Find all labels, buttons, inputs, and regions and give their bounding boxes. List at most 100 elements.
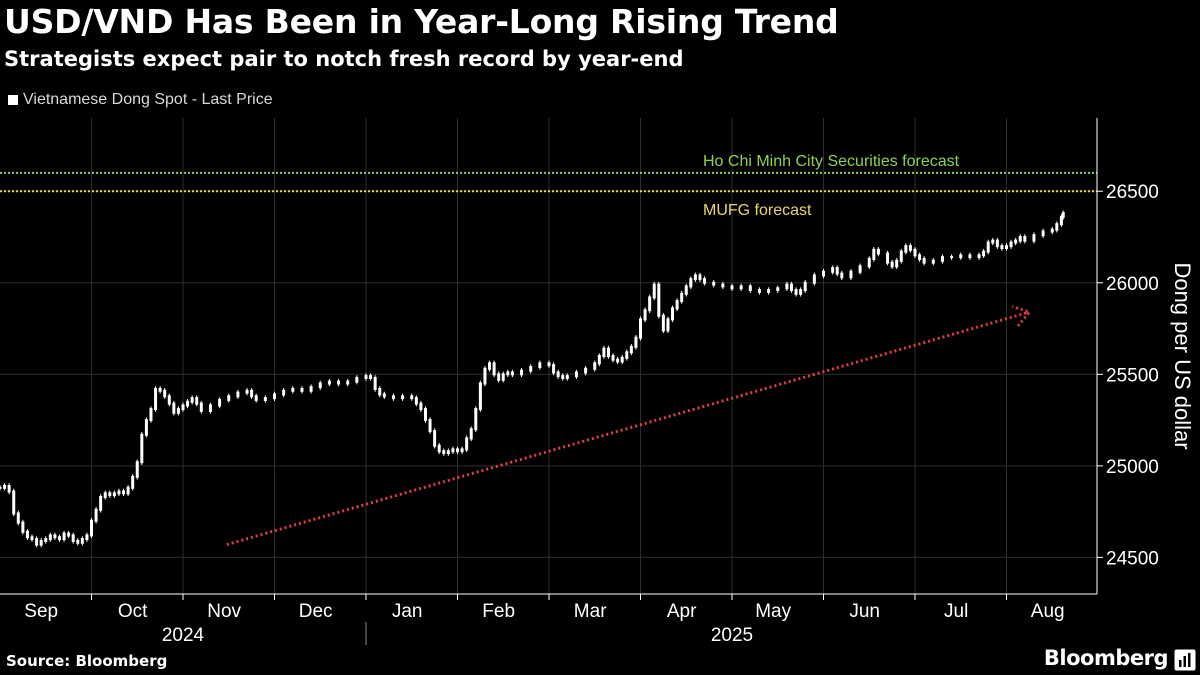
candle-body [346,380,350,385]
candle-body [117,490,121,495]
candle-body [1014,239,1018,244]
x-tick-label: Aug [1031,601,1065,622]
candle-body [822,270,825,277]
candle-body [337,380,341,385]
candle-body [872,248,876,260]
x-tick-label: Nov [207,601,241,622]
legend-swatch [8,95,18,105]
candle-body [812,274,816,284]
candle-body [712,281,716,286]
x-tick-label: Sep [24,601,58,622]
candle-body [876,248,880,255]
candle-body [643,309,647,321]
candle-body [94,508,98,522]
candle-body [181,404,185,411]
candle-body [190,397,194,403]
candle-body [908,245,912,251]
candle-body [684,285,688,295]
candle-body [131,475,135,489]
candle-body [0,486,2,489]
candle-body [163,389,167,398]
x-tick-label: Apr [667,601,697,622]
candle-body [154,387,158,411]
candle-body [799,289,803,295]
candle-body [414,397,418,405]
x-tick-label: Dec [299,601,333,622]
candle-body [835,267,839,275]
year-label: 2025 [711,625,753,646]
candle-body [922,257,926,264]
candle-body [794,289,798,295]
candle-body [950,256,954,259]
bloomberg-logo-icon [1174,649,1196,671]
candle-body [629,345,633,354]
candle-body [1059,215,1063,226]
candle-body [529,365,533,372]
candle-body [254,395,258,401]
candle-body [890,261,894,268]
candle-body [236,391,240,398]
candle-body [48,534,52,541]
year-label: 2024 [162,625,205,646]
candle-body [538,362,542,368]
candle-body [291,387,295,392]
candle-body [16,512,20,524]
candle-body [634,336,638,348]
candle-body [488,362,492,370]
candle-body [126,486,130,495]
candle-body [76,539,80,544]
candle-body [940,256,944,262]
trend-arrow-line [226,310,1030,547]
y-tick-label: 25500 [1106,365,1159,386]
candle-body [85,534,89,541]
trend-arrow-head [1011,305,1032,327]
candle-body [895,259,899,268]
y-tick-label: 24500 [1106,548,1159,569]
candle-body [1018,236,1022,242]
candle-body [149,408,153,422]
candle-body [739,285,743,290]
forecast-label: Ho Chi Minh City Securities forecast [703,153,960,170]
candle-body [675,300,679,310]
candle-body [703,278,707,284]
candle-body [364,375,368,379]
candle-body [506,371,510,376]
candle-body [1050,228,1054,233]
candle-body [327,380,331,385]
candle-body [671,307,675,321]
candle-body [785,283,789,290]
candle-body [391,395,395,400]
candle-body [849,270,853,279]
candle-body [767,289,771,293]
candle-body [122,490,126,495]
candle-body [437,444,441,453]
candle-body [959,254,963,259]
candle-body [803,281,807,292]
candle-body [373,376,377,390]
x-tick-label: Jun [849,601,880,622]
candle-body [208,404,212,412]
candle-body [721,283,725,288]
candle-body [991,239,995,244]
candle-body [99,495,103,511]
candle-body [501,373,505,381]
candle-body [199,402,203,412]
candle-body [186,400,190,407]
candle-body [318,382,322,389]
candle-body [666,318,670,332]
x-tick-label: Jul [944,601,968,622]
candle-body [867,257,871,268]
candle-body [172,402,176,414]
candle-body [451,448,455,453]
candle-body [652,283,656,299]
candle-body [67,532,71,537]
x-tick-label: Mar [574,601,607,622]
candle-body [428,419,432,433]
candle-body [561,375,565,379]
candle-body [831,267,835,273]
candle-body [167,395,171,405]
chart-title: USD/VND Has Been in Year-Long Rising Tre… [4,2,839,41]
candle-body [369,375,373,379]
candle-body [520,369,524,376]
